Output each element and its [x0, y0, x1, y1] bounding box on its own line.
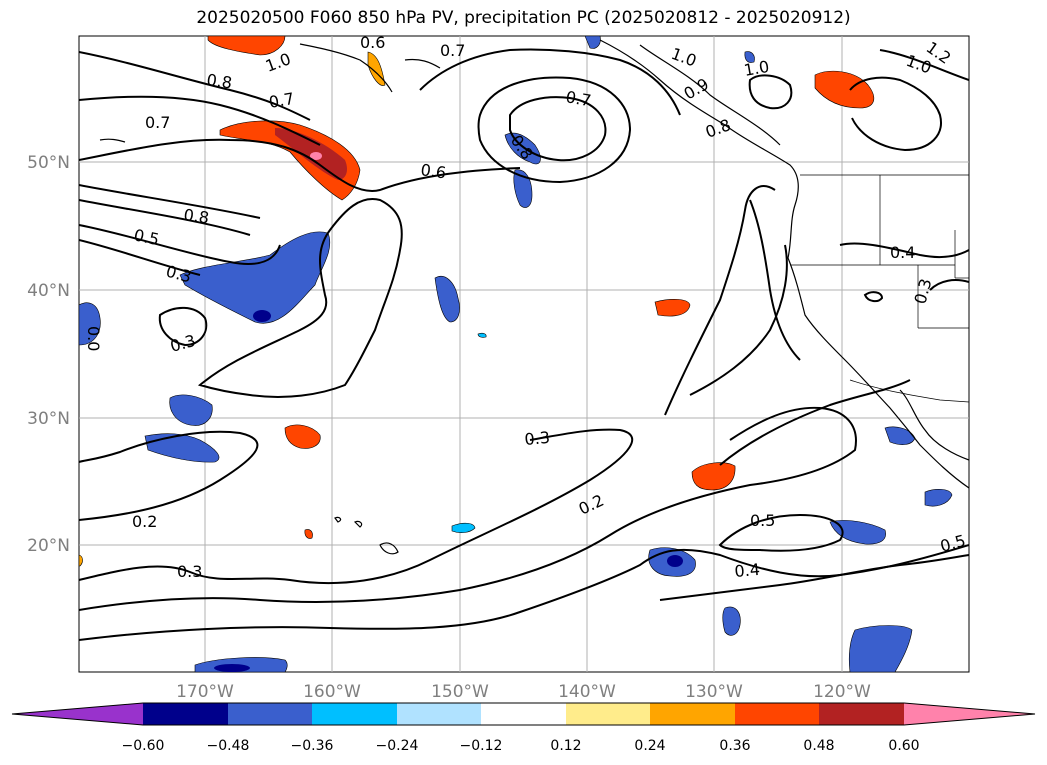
lat-label-30n: 30°N	[27, 409, 70, 429]
precip-negative	[79, 36, 953, 672]
borders	[790, 174, 969, 403]
lon-label-140w: 140°W	[558, 682, 616, 702]
colorbar-segment	[312, 703, 397, 725]
contour-label: 0.2	[132, 512, 157, 531]
colorbar-tick: −0.24	[376, 738, 419, 754]
lon-label-130w: 130°W	[685, 682, 743, 702]
contour-label: 0.8	[182, 205, 210, 227]
contour-label: 0.0	[84, 326, 103, 351]
contour-label: 0.7	[440, 41, 465, 60]
colorbar-tick: 0.24	[634, 738, 665, 754]
longitude-labels: 170°W 160°W 150°W 140°W 130°W 120°W	[176, 682, 871, 702]
colorbar-outline	[11, 702, 1036, 726]
lat-label-40n: 40°N	[27, 281, 70, 301]
contour-label: 0.7	[564, 87, 592, 110]
contour-label: 0.6	[360, 33, 385, 52]
colorbar-segment	[819, 703, 904, 725]
lon-label-150w: 150°W	[431, 682, 489, 702]
lon-label-120w: 120°W	[813, 682, 871, 702]
colorbar-tick: −0.48	[207, 738, 250, 754]
map-title: 2025020500 F060 850 hPa PV, precipitatio…	[196, 8, 851, 28]
contour-label: 0.4	[734, 560, 761, 581]
colorbar-tick: 0.48	[803, 738, 834, 754]
colorbar-tick: 0.12	[550, 738, 581, 754]
colorbar-segment	[735, 703, 819, 725]
colorbar-segment	[397, 703, 481, 725]
contour-label: 0.8	[205, 70, 233, 92]
colorbar-extend-high	[904, 703, 1035, 725]
contour-label: 0.6	[419, 160, 447, 182]
colorbar-segment	[228, 703, 312, 725]
contour-label: 0.5	[750, 511, 775, 530]
lat-label-20n: 20°N	[27, 536, 70, 556]
colorbar-extend-low	[12, 703, 143, 725]
colorbar-tick: −0.12	[460, 738, 503, 754]
contour-label: 0.3	[177, 562, 202, 581]
colorbar-tick: −0.60	[122, 738, 165, 754]
colorbar-tick: 0.60	[888, 738, 919, 754]
contour-labels: 1.0 0.6 0.7 0.8 0.7 0.7 0.8 0.6 0.8 0.5 …	[84, 33, 968, 581]
contour-label: 1.0	[742, 57, 770, 80]
contour-label: 0.5	[132, 225, 161, 249]
colorbar-tick: −0.36	[291, 738, 334, 754]
lon-label-170w: 170°W	[176, 682, 234, 702]
coastlines	[99, 39, 969, 555]
colorbar-segment	[650, 703, 735, 725]
colorbar-segment	[481, 703, 566, 725]
colorbar-tick: 0.36	[719, 738, 750, 754]
contour-label: 0.7	[145, 113, 170, 132]
latitude-labels: 50°N 40°N 30°N 20°N	[27, 153, 70, 556]
lat-label-50n: 50°N	[27, 153, 70, 173]
contour-label: 0.3	[524, 428, 551, 449]
lon-label-160w: 160°W	[303, 682, 361, 702]
colorbar-segments	[11, 702, 1036, 726]
colorbar-segment	[566, 703, 650, 725]
colorbar-segment	[143, 703, 228, 725]
colorbar: −0.60 −0.48 −0.36 −0.24 −0.12 0.12 0.24 …	[11, 702, 1036, 754]
colorbar-ticks: −0.60 −0.48 −0.36 −0.24 −0.12 0.12 0.24 …	[122, 738, 920, 754]
contour-label: 0.7	[267, 89, 295, 112]
map-panel: 1.0 0.6 0.7 0.8 0.7 0.7 0.8 0.6 0.8 0.5 …	[27, 33, 970, 702]
contour-label: 0.4	[890, 243, 915, 262]
pv-contours	[79, 48, 969, 641]
